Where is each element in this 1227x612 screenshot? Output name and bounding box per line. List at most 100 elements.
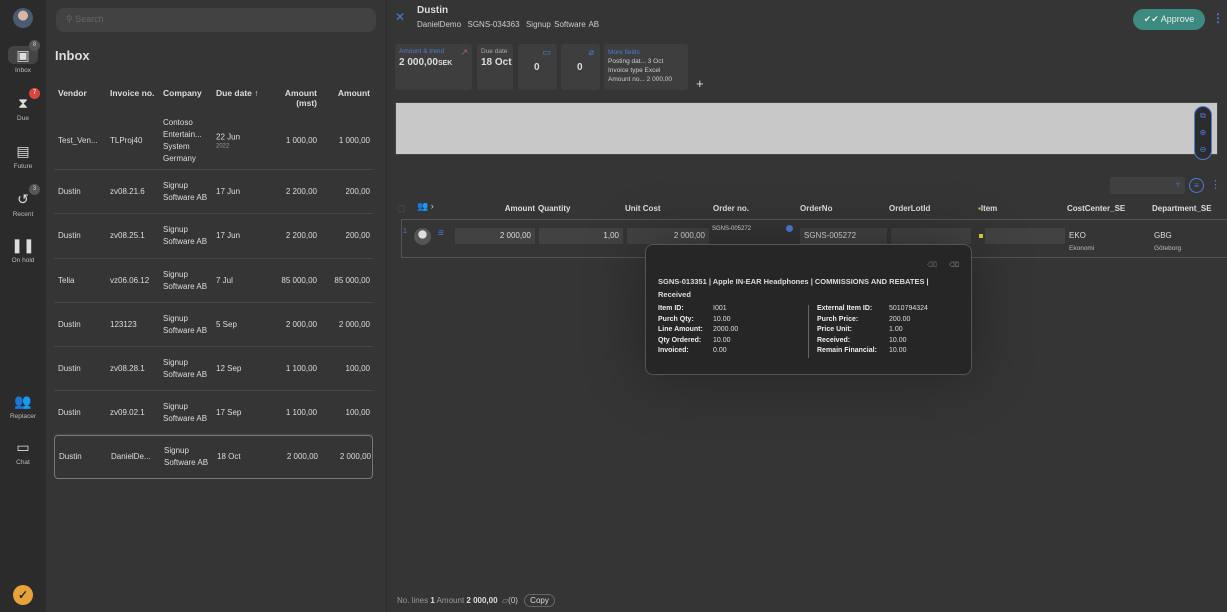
filter-icon: ▿	[1175, 180, 1180, 189]
more-options-icon[interactable]: ⋮	[1212, 11, 1224, 25]
grid-header-label: Unit Cost	[625, 204, 661, 213]
column-header-vendor[interactable]: Vendor	[58, 88, 87, 98]
grid-header[interactable]: Department_SE	[1152, 204, 1212, 213]
invoice-row[interactable]: Test_Ven... TLProj40 Contoso Entertain..…	[54, 113, 373, 170]
company: Signup Software AB	[163, 269, 208, 291]
open-external-icon[interactable]: ⧉	[1200, 111, 1206, 120]
grid-header-label: Department_SE	[1152, 204, 1212, 213]
cell-cost-center[interactable]: EKO	[1069, 231, 1086, 240]
amount: 100,00	[345, 363, 370, 373]
cell-department[interactable]: GBG	[1154, 231, 1172, 240]
rail-item-replacer[interactable]: 👥 Replacer	[0, 392, 46, 420]
rail-label: Recent	[12, 211, 34, 218]
rail-item-on-hold[interactable]: ❚❚ On hold	[0, 236, 46, 264]
cell-amount[interactable]: 2 000,00	[455, 228, 535, 244]
cell-item[interactable]	[985, 228, 1065, 244]
amount-card[interactable]: Amount & trend ↗ 2 000,00SEK	[395, 44, 472, 90]
invoice-row[interactable]: Dustin 123123 Signup Software AB 5 Sep 2…	[54, 303, 373, 347]
grid-header[interactable]: CostCenter_SE	[1067, 204, 1125, 213]
department-desc: Göteborg	[1154, 245, 1182, 252]
column-header-amount[interactable]: Amount	[337, 88, 370, 98]
zoom-in-icon[interactable]: ⊕	[1199, 128, 1207, 137]
copy-button[interactable]: Copy	[524, 594, 555, 607]
field-label: Amount no...	[608, 76, 645, 83]
company: Signup Software AB	[163, 357, 208, 379]
grid-header[interactable]: Amount	[504, 204, 535, 213]
tooltip-key: Line Amount:	[658, 326, 703, 333]
trend-icon: ↗	[460, 47, 468, 57]
grid-header[interactable]: Order no.	[713, 204, 749, 213]
rail-item-recent[interactable]: ↺ 3 Recent	[0, 184, 46, 218]
rail-item-inbox[interactable]: ▣ 8 Inbox	[0, 40, 46, 74]
invoice-row[interactable]: Dustin zv08.25.1 Signup Software AB 17 J…	[54, 214, 373, 259]
avatar[interactable]	[13, 8, 33, 28]
backspace-icon[interactable]: ⌫	[949, 262, 959, 269]
grid-menu-icon[interactable]: ⋮	[1210, 179, 1221, 191]
field-value: Excel	[644, 67, 661, 74]
amount: 1 000,00	[338, 136, 370, 145]
grid-header-label: OrderNo	[800, 204, 833, 213]
rail-item-due[interactable]: ⧗ 7 Due	[0, 88, 46, 122]
grid-header[interactable]: Quantity	[538, 204, 570, 213]
attachments-card[interactable]: ⌀ 0	[561, 44, 600, 90]
company: Signup Software AB	[163, 225, 208, 246]
lines-label: No. lines	[397, 596, 429, 605]
select-all-checkbox[interactable]: ▢	[397, 203, 406, 213]
due-year: 2022	[216, 143, 230, 150]
grid-header[interactable]: OrderLotId	[889, 204, 930, 213]
invoice-row[interactable]: Dustin zv09.02.1 Signup Software AB 17 S…	[54, 391, 373, 435]
comments-count: 0	[534, 62, 540, 73]
grid-header[interactable]: ▪Item	[978, 204, 997, 213]
vendor: Dustin	[58, 363, 81, 373]
inbox-badge: 8	[29, 40, 40, 51]
app-logo: ✓	[13, 585, 33, 605]
grid-filter-input[interactable]: ▿	[1110, 177, 1185, 194]
column-header-due-date[interactable]: Due date ↑	[216, 88, 259, 98]
grid-header[interactable]: Unit Cost	[625, 204, 661, 213]
comments-card[interactable]: ▭ 0	[518, 44, 557, 90]
grid-header[interactable]: OrderNo	[800, 204, 832, 213]
clear-icon[interactable]: ⌫	[927, 262, 937, 269]
chat-icon: ▭	[16, 439, 30, 455]
cell-orderlotid[interactable]	[891, 228, 971, 244]
search-input[interactable]: ⚲ Search	[56, 8, 376, 32]
grid-view-toggle[interactable]: ≡	[1189, 178, 1204, 193]
footer-amount: 2 000,00	[466, 596, 498, 605]
amount: 200,00	[345, 186, 370, 196]
close-icon[interactable]: ✕	[395, 10, 406, 24]
row-menu-icon[interactable]: ≡	[438, 228, 444, 239]
invoice-row[interactable]: Dustin zv08.21.6 Signup Software AB 17 J…	[54, 170, 373, 214]
tooltip-title: SGNS-013351 | Apple IN-EAR Headphones | …	[658, 277, 929, 299]
rail-label: Future	[13, 163, 33, 170]
due-date-card[interactable]: Due date 18 Oct	[477, 44, 513, 90]
due-date: 12 Sep	[216, 363, 242, 373]
cell-orderno[interactable]: SGNS-005272	[800, 228, 887, 244]
invoice-row[interactable]: Telia vz06.06.12 Signup Software AB 7 Ju…	[54, 259, 373, 303]
column-header-invoice[interactable]: Invoice no.	[110, 88, 155, 98]
more-fields-card[interactable]: More fields Posting dat... 3 Oct Invoice t…	[604, 44, 688, 90]
invoice-row[interactable]: Dustin zv08.28.1 Signup Software AB 12 S…	[54, 347, 373, 391]
tooltip-value: 10.00	[713, 336, 731, 344]
tooltip-key: Purch Price:	[817, 315, 859, 323]
column-header-company[interactable]: Company	[163, 88, 202, 98]
tooltip-key: Item ID:	[658, 305, 684, 312]
approve-button[interactable]: ✔✔ Approve	[1133, 9, 1205, 30]
rail-item-future[interactable]: ▤ Future	[0, 142, 46, 170]
amount: 2 000,00	[339, 452, 371, 461]
vendor: Dustin	[58, 231, 81, 240]
invoice-no: zv09.02.1	[110, 407, 145, 417]
info-icon[interactable]	[786, 225, 793, 232]
people-icon[interactable]: 👥 ›	[417, 201, 434, 211]
column-header-amount-mst[interactable]: Amount (mst)	[284, 88, 317, 108]
add-field-icon[interactable]: +	[696, 76, 704, 91]
due-date: 5 Sep	[216, 319, 237, 329]
cell-quantity[interactable]: 1,00	[539, 228, 623, 244]
invoice-row[interactable]: Dustin DanielDe... Signup Software AB 18…	[54, 435, 373, 479]
rail-item-chat[interactable]: ▭ Chat	[0, 438, 46, 466]
zoom-out-icon[interactable]: ⊖	[1199, 145, 1207, 154]
search-icon: ⚲	[66, 14, 76, 24]
cell-unit-cost[interactable]: 2 000,00	[627, 228, 709, 244]
cell-order-no[interactable]: SGNS-005272	[712, 226, 752, 232]
people-icon: 👥	[14, 393, 32, 409]
rail-label: On hold	[11, 257, 35, 264]
